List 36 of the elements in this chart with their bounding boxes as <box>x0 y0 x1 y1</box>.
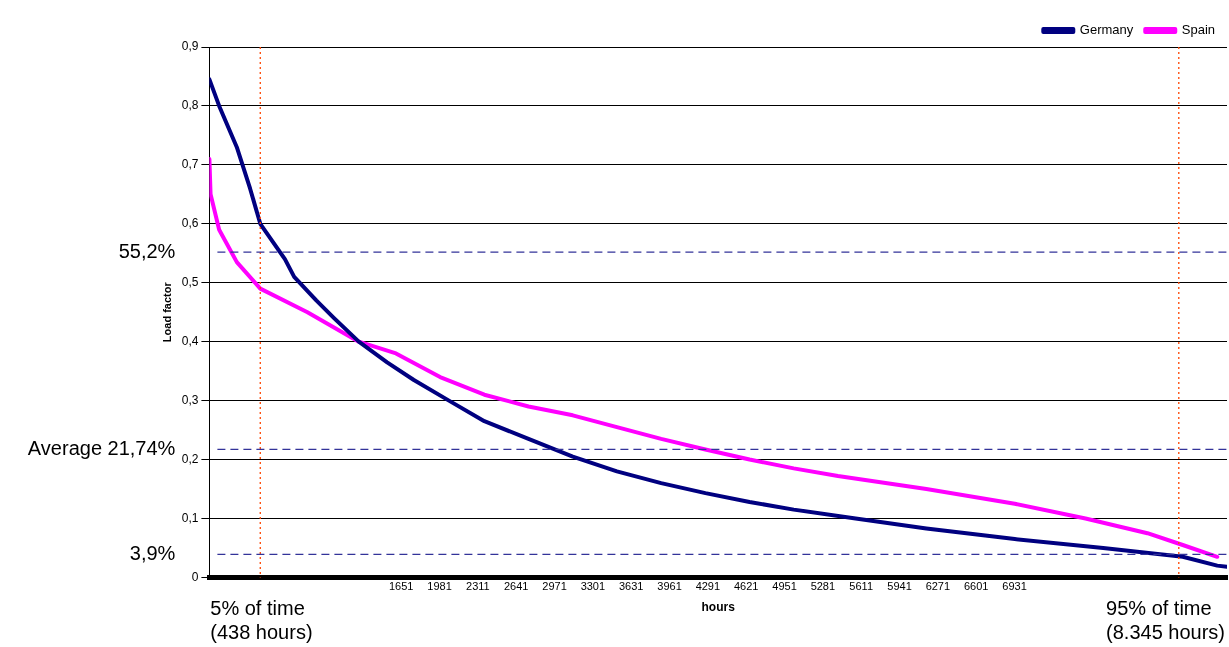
y-tick-label: 0,3 <box>181 392 199 407</box>
x-tick-label: 4621 <box>733 580 759 593</box>
x-axis-title: hours <box>701 600 736 615</box>
y-tick-label: 0,9 <box>181 39 199 54</box>
x-tick-label: 6931 <box>1002 580 1027 593</box>
x-tick-label: 1651 <box>388 580 414 593</box>
x-tick-label: 1981 <box>427 580 452 593</box>
y-tick-label: 0,1 <box>181 510 199 525</box>
x-tick-label: 6271 <box>925 580 951 593</box>
x-tick-label: 5281 <box>810 580 836 593</box>
x-tick-label: 3301 <box>580 580 606 593</box>
y-tick-label: 0 <box>191 569 199 584</box>
ref-line-label: 55,2% <box>118 239 176 262</box>
ref-line-label: Average 21,74% <box>27 436 176 459</box>
x-tick-label: 2311 <box>466 580 490 593</box>
x-tick-label: 5611 <box>849 580 874 593</box>
x-tick-label: 2971 <box>542 580 567 593</box>
x-tick-label: 3631 <box>618 580 644 593</box>
y-axis-title: Load factor <box>161 281 174 343</box>
legend-label: Spain <box>1181 22 1215 38</box>
y-tick-label: 0,5 <box>181 275 199 290</box>
y-tick-label: 0,8 <box>181 98 199 113</box>
x-tick-label: 4291 <box>695 580 721 593</box>
ref-line-label: 5% of time (438 hours) <box>210 596 313 643</box>
y-tick-label: 0,4 <box>181 333 199 348</box>
y-tick-label: 0,6 <box>181 216 199 231</box>
x-tick-label: 5941 <box>887 580 912 593</box>
x-tick-label: 6601 <box>963 580 989 593</box>
ref-line-label: 95% of time (8.345 hours) <box>1106 596 1226 643</box>
y-tick-label: 0,7 <box>181 157 199 172</box>
x-tick-label: 3961 <box>657 580 682 593</box>
ref-line-label: 3,9% <box>129 541 176 564</box>
legend-label: Germany <box>1079 22 1134 38</box>
x-tick-label: 2641 <box>503 580 529 593</box>
y-tick-label: 0,2 <box>181 451 199 466</box>
x-tick-label: 4951 <box>772 580 797 593</box>
